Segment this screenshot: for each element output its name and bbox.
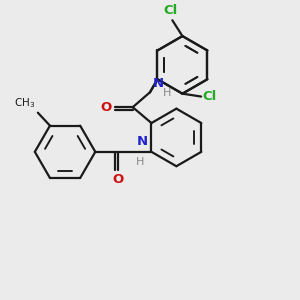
Text: O: O: [100, 101, 111, 114]
Text: Cl: Cl: [202, 90, 217, 103]
Text: O: O: [112, 173, 123, 186]
Text: N: N: [137, 135, 148, 148]
Text: N: N: [152, 77, 164, 90]
Text: Cl: Cl: [164, 4, 178, 17]
Text: H: H: [163, 88, 171, 98]
Text: CH$_3$: CH$_3$: [14, 97, 36, 110]
Text: H: H: [136, 157, 145, 167]
